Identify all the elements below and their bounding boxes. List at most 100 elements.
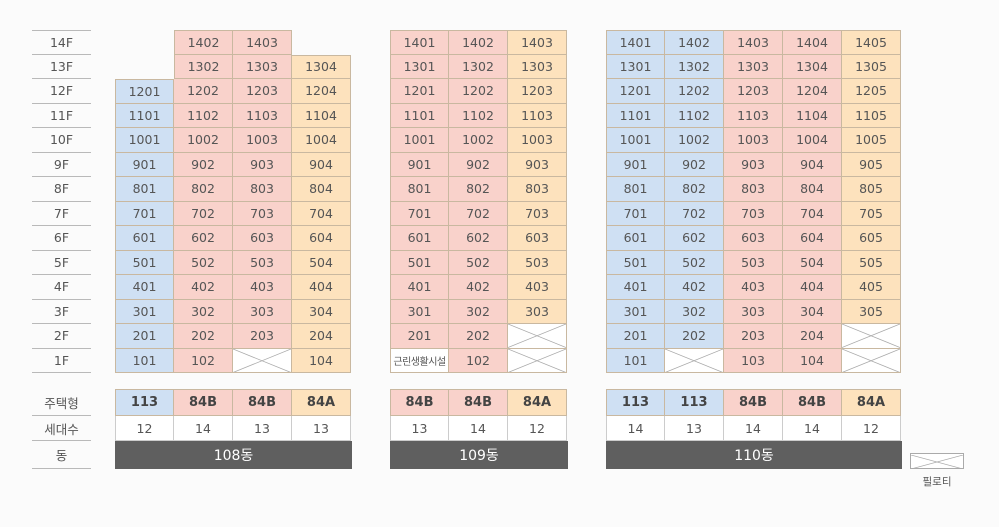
unit-cell: 904 [292,152,351,177]
unit-cell: 201 [390,324,449,349]
unit-cell: 1202 [665,79,724,104]
unit-cell: 902 [449,152,508,177]
unit-cell: 502 [449,250,508,275]
unit-cell: 1203 [724,79,783,104]
unit-cell: 805 [842,177,901,202]
unit-count-cell: 13 [390,416,449,441]
floor-label: 7F [32,202,91,226]
commercial-facility-cell: 근린생활시설 [390,348,449,373]
unit-cell: 1201 [115,79,174,104]
unit-cell: 1402 [665,30,724,55]
unit-cell: 1102 [449,103,508,128]
house-type-cell: 113 [606,389,665,416]
unit-cell: 401 [115,275,174,300]
unit-cell: 701 [606,201,665,226]
unit-cell: 302 [665,299,724,324]
unit-count-cell: 14 [449,416,508,441]
floor-label: 10F [32,128,91,153]
unit-cell: 1201 [606,79,665,104]
unit-cell: 502 [174,250,233,275]
unit-cell: 1102 [174,103,233,128]
unit-cell: 604 [783,226,842,251]
unit-cell: 104 [292,348,351,373]
unit-cell: 1303 [233,54,292,79]
unit-count-cell: 12 [842,416,901,441]
unit-cell: 804 [292,177,351,202]
unit-cell: 701 [115,201,174,226]
unit-cell: 802 [665,177,724,202]
floor-label: 3F [32,300,91,324]
unit-cell: 301 [390,299,449,324]
unit-cell: 703 [508,201,567,226]
unit-cell: 701 [390,201,449,226]
unit-cell: 1201 [390,79,449,104]
unit-cell: 803 [508,177,567,202]
unit-cell: 801 [390,177,449,202]
unit-cell: 401 [390,275,449,300]
unit-cell: 801 [606,177,665,202]
unit-cell: 202 [449,324,508,349]
unit-cell: 1004 [292,128,351,153]
unit-cell: 905 [842,152,901,177]
unit-cell: 702 [174,201,233,226]
piloti-x-icon [233,348,291,372]
unit-cell: 1101 [606,103,665,128]
unit-cell: 803 [724,177,783,202]
unit-cell: 1203 [508,79,567,104]
unit-cell: 1402 [449,30,508,55]
unit-cell: 101 [606,348,665,373]
piloti-cell [508,348,567,373]
unit-cell: 1002 [665,128,724,153]
unit-cell: 1005 [842,128,901,153]
unit-cell: 301 [115,299,174,324]
unit-count-cell: 14 [724,416,783,441]
unit-cell: 1002 [174,128,233,153]
unit-cell: 604 [292,226,351,251]
unit-cell: 1204 [783,79,842,104]
unit-cell: 401 [606,275,665,300]
unit-cell: 904 [783,152,842,177]
unit-cell: 1002 [449,128,508,153]
unit-cell: 603 [233,226,292,251]
unit-cell: 605 [842,226,901,251]
unit-cell: 1402 [174,30,233,55]
unit-cell: 403 [724,275,783,300]
unit-cell: 302 [449,299,508,324]
unit-cell: 501 [115,250,174,275]
unit-cell: 903 [233,152,292,177]
unit-cell: 602 [665,226,724,251]
unit-cell: 802 [449,177,508,202]
floor-label: 5F [32,251,91,275]
unit-cell: 603 [508,226,567,251]
unit-cell: 1404 [783,30,842,55]
unit-cell: 1301 [390,54,449,79]
unit-count-cell: 14 [174,416,233,441]
unit-cell: 903 [724,152,783,177]
unit-cell: 1403 [508,30,567,55]
unit-count-row-label: 세대수 [32,416,91,441]
unit-cell: 901 [390,152,449,177]
piloti-x-icon [842,324,900,348]
unit-cell: 704 [783,201,842,226]
unit-count-cell: 13 [233,416,292,441]
unit-cell: 603 [724,226,783,251]
unit-cell: 802 [174,177,233,202]
unit-cell: 901 [115,152,174,177]
unit-cell: 704 [292,201,351,226]
unit-cell: 1104 [783,103,842,128]
piloti-cell [665,348,724,373]
unit-cell: 303 [508,299,567,324]
unit-cell: 1302 [665,54,724,79]
unit-cell: 702 [449,201,508,226]
unit-cell: 1103 [233,103,292,128]
unit-count-cell: 12 [115,416,174,441]
unit-cell: 1202 [174,79,233,104]
piloti-x-icon [508,324,566,348]
unit-cell: 705 [842,201,901,226]
unit-count-cell: 13 [665,416,724,441]
unit-cell: 405 [842,275,901,300]
unit-cell: 901 [606,152,665,177]
unit-cell: 204 [783,324,842,349]
unit-cell: 1302 [449,54,508,79]
building-row-label: 동 [32,441,91,469]
